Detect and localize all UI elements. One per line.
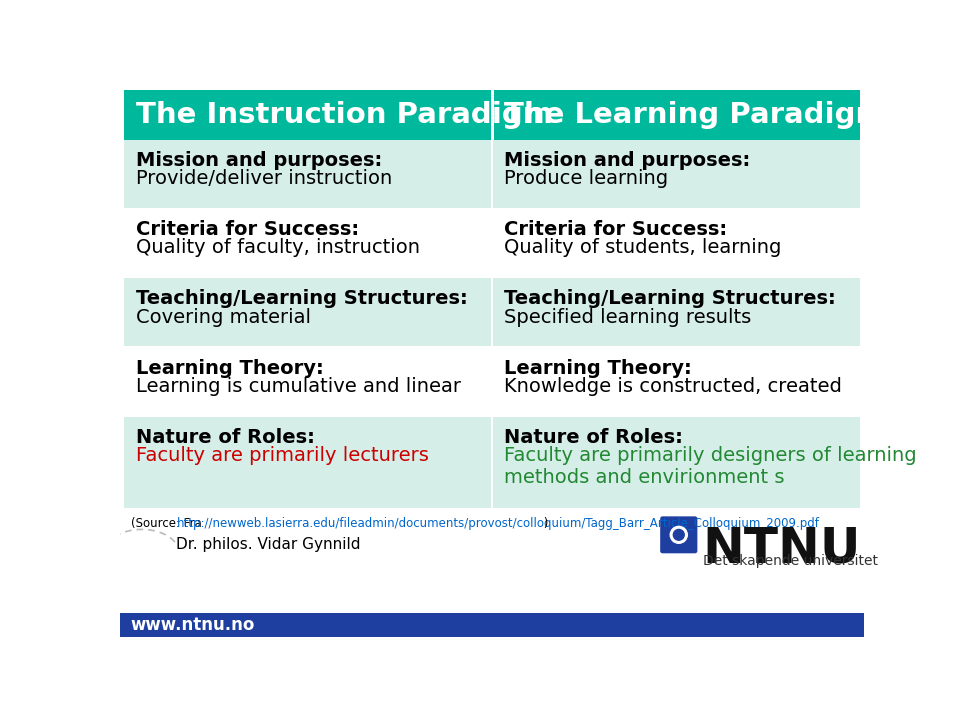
Text: Quality of faculty, instruction: Quality of faculty, instruction — [136, 238, 420, 257]
Bar — [492, 348, 860, 417]
Circle shape — [670, 526, 687, 543]
Bar — [124, 277, 860, 279]
Text: Teaching/Learning Structures:: Teaching/Learning Structures: — [136, 289, 468, 308]
Bar — [492, 140, 860, 209]
Text: Dr. philos. Vidar Gynnild: Dr. philos. Vidar Gynnild — [176, 537, 360, 552]
Bar — [120, 613, 864, 637]
Bar — [124, 415, 860, 417]
Bar — [124, 209, 492, 279]
Text: Det skapende universitet: Det skapende universitet — [703, 554, 877, 568]
Text: Teaching/Learning Structures:: Teaching/Learning Structures: — [504, 289, 836, 308]
Bar — [124, 508, 860, 509]
Text: Learning is cumulative and linear: Learning is cumulative and linear — [136, 377, 461, 396]
Text: Nature of Roles:: Nature of Roles: — [504, 427, 684, 447]
Bar — [124, 140, 492, 209]
Bar — [120, 509, 864, 613]
Bar — [124, 90, 860, 140]
Circle shape — [673, 529, 684, 540]
Text: Specified learning results: Specified learning results — [504, 308, 752, 326]
Text: http://newweb.lasierra.edu/fileadmin/documents/provost/colloquium/Tagg_Barr_Arti: http://newweb.lasierra.edu/fileadmin/doc… — [177, 517, 820, 530]
Text: Knowledge is constructed, created: Knowledge is constructed, created — [504, 377, 842, 396]
Text: (Source: Fra: (Source: Fra — [131, 517, 205, 530]
Text: NTNU: NTNU — [703, 525, 861, 573]
Text: Produce learning: Produce learning — [504, 169, 668, 188]
Bar — [492, 209, 860, 279]
Text: Mission and purposes:: Mission and purposes: — [136, 150, 382, 170]
Text: Learning Theory:: Learning Theory: — [504, 359, 692, 377]
Text: Criteria for Success:: Criteria for Success: — [136, 220, 359, 239]
Text: ): ) — [540, 517, 548, 530]
Text: The Learning Paradigm: The Learning Paradigm — [504, 101, 886, 129]
Bar — [492, 90, 493, 140]
Text: Mission and purposes:: Mission and purposes: — [504, 150, 751, 170]
Bar — [124, 346, 860, 348]
Text: The Instruction Paradigm: The Instruction Paradigm — [136, 101, 553, 129]
Text: Nature of Roles:: Nature of Roles: — [136, 427, 315, 447]
Text: Criteria for Success:: Criteria for Success: — [504, 220, 728, 239]
Bar — [124, 208, 860, 209]
Text: Learning Theory:: Learning Theory: — [136, 359, 324, 377]
Bar — [492, 417, 860, 509]
Bar — [124, 279, 492, 348]
Text: www.ntnu.no: www.ntnu.no — [131, 616, 255, 634]
Text: Faculty are primarily lecturers: Faculty are primarily lecturers — [136, 446, 429, 465]
Text: Covering material: Covering material — [136, 308, 311, 326]
Text: Quality of students, learning: Quality of students, learning — [504, 238, 781, 257]
Bar — [492, 279, 860, 348]
Text: Provide/deliver instruction: Provide/deliver instruction — [136, 169, 393, 188]
FancyBboxPatch shape — [660, 516, 697, 553]
Text: Faculty are primarily designers of learning
methods and envirionment s: Faculty are primarily designers of learn… — [504, 446, 917, 488]
Bar — [124, 417, 492, 509]
Bar — [124, 348, 492, 417]
